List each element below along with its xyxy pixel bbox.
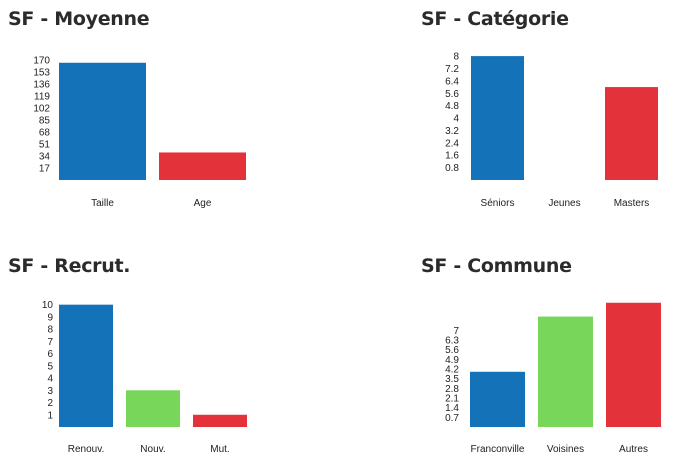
- bar-chart-commune: 0.71.42.12.83.54.24.95.66.37 Franconville…: [445, 302, 661, 455]
- chart-panel-recrut: SF - Recrut. 1 2 3 4 5 6 7 8 9 10 Renouv. Nouv. Mut.: [8, 255, 268, 465]
- y-tick-label: 5: [47, 361, 53, 372]
- x-category-label: Autres: [619, 444, 648, 455]
- bar-chart-categorie: 0.81.6 2.43.24 4.85.6 6.47.28 Séniors Jeunes M…: [445, 52, 658, 209]
- y-tick-label: 51: [39, 139, 51, 150]
- y-tick-label: 2.1: [445, 394, 459, 405]
- chart-panel-commune: SF - Commune 0.7 1.4 2.1 2.8 3.5 4.2 4.9 5.6 6.3…: [421, 255, 681, 465]
- x-category-label: Jeunes: [548, 198, 580, 209]
- bar-voisines: [538, 316, 593, 427]
- y-tick-label: 6.3: [445, 336, 459, 347]
- chart-title: SF - Catégorie: [421, 8, 569, 30]
- y-tick-label: 4.9: [445, 355, 459, 366]
- y-tick-label: 1.6: [445, 151, 459, 162]
- y-tick-label: 7.2: [445, 64, 459, 75]
- y-tick-label: 5.6: [445, 345, 459, 356]
- y-tick-label: 8: [453, 52, 459, 63]
- y-tick-label: 6.4: [445, 76, 459, 87]
- x-category-label: Mut.: [210, 444, 229, 455]
- y-tick-label: 2.8: [445, 384, 459, 395]
- y-tick-label: 17: [39, 163, 51, 174]
- y-tick-label: 1: [47, 410, 53, 421]
- y-tick-label: 3: [47, 386, 53, 397]
- bar-autres: [606, 302, 661, 427]
- y-tick-label: 10: [42, 300, 54, 311]
- chart-panel-categorie: SF - Catégorie 0.8 1.6 2.4 3.2 4 4.8 5.6 6.4 7.2…: [421, 8, 681, 218]
- y-tick-label: 8: [47, 325, 53, 336]
- y-tick-label: 153: [33, 67, 50, 78]
- y-tick-label: 0.7: [445, 413, 459, 424]
- y-tick-label: 3.2: [445, 126, 459, 137]
- y-tick-label: 119: [34, 91, 50, 102]
- bar-s-niors: [471, 56, 524, 180]
- bar-nouv: [126, 390, 180, 427]
- y-tick-label: 0.8: [445, 163, 459, 174]
- y-tick-label: 4: [453, 114, 459, 125]
- y-tick-label: 2.4: [445, 138, 459, 149]
- x-category-label: Masters: [614, 198, 650, 209]
- y-tick-label: 34: [39, 151, 51, 162]
- x-category-label: Franconville: [471, 444, 525, 455]
- x-category-label: Taille: [91, 198, 114, 209]
- y-tick-label: 2: [47, 398, 53, 409]
- bar-age: [159, 152, 246, 180]
- y-tick-label: 5.6: [445, 89, 459, 100]
- x-category-label: Age: [194, 198, 212, 209]
- y-tick-label: 1.4: [445, 403, 459, 414]
- y-tick-label: 136: [33, 79, 50, 90]
- y-tick-label: 4: [47, 374, 53, 385]
- x-category-label: Renouv.: [68, 444, 105, 455]
- chart-title: SF - Moyenne: [8, 8, 150, 30]
- y-tick-label: 4.8: [445, 101, 459, 112]
- y-tick-label: 6: [47, 349, 53, 360]
- bar-mut: [193, 414, 247, 427]
- y-tick-label: 7: [453, 326, 459, 337]
- x-category-label: Nouv.: [140, 444, 165, 455]
- y-tick-label: 68: [39, 127, 51, 138]
- chart-panel-moyenne: SF - Moyenne 17 34 51 68 85 102 119 136 153 170 Ta…: [8, 8, 268, 218]
- y-tick-label: 85: [39, 115, 51, 126]
- y-tick-label: 102: [33, 103, 50, 114]
- y-tick-label: 7: [47, 337, 53, 348]
- bar-renouv: [59, 304, 113, 427]
- bar-franconville: [470, 371, 525, 427]
- y-tick-label: 170: [33, 55, 50, 66]
- x-category-label: Voisines: [547, 444, 584, 455]
- x-category-label: Séniors: [481, 198, 515, 209]
- bar-masters: [605, 87, 658, 180]
- y-tick-label: 4.2: [445, 365, 459, 376]
- bar-taille: [59, 62, 146, 181]
- y-tick-label: 3.5: [445, 374, 459, 385]
- chart-title: SF - Commune: [421, 255, 572, 277]
- y-tick-label: 9: [47, 312, 53, 323]
- chart-title: SF - Recrut.: [8, 255, 131, 277]
